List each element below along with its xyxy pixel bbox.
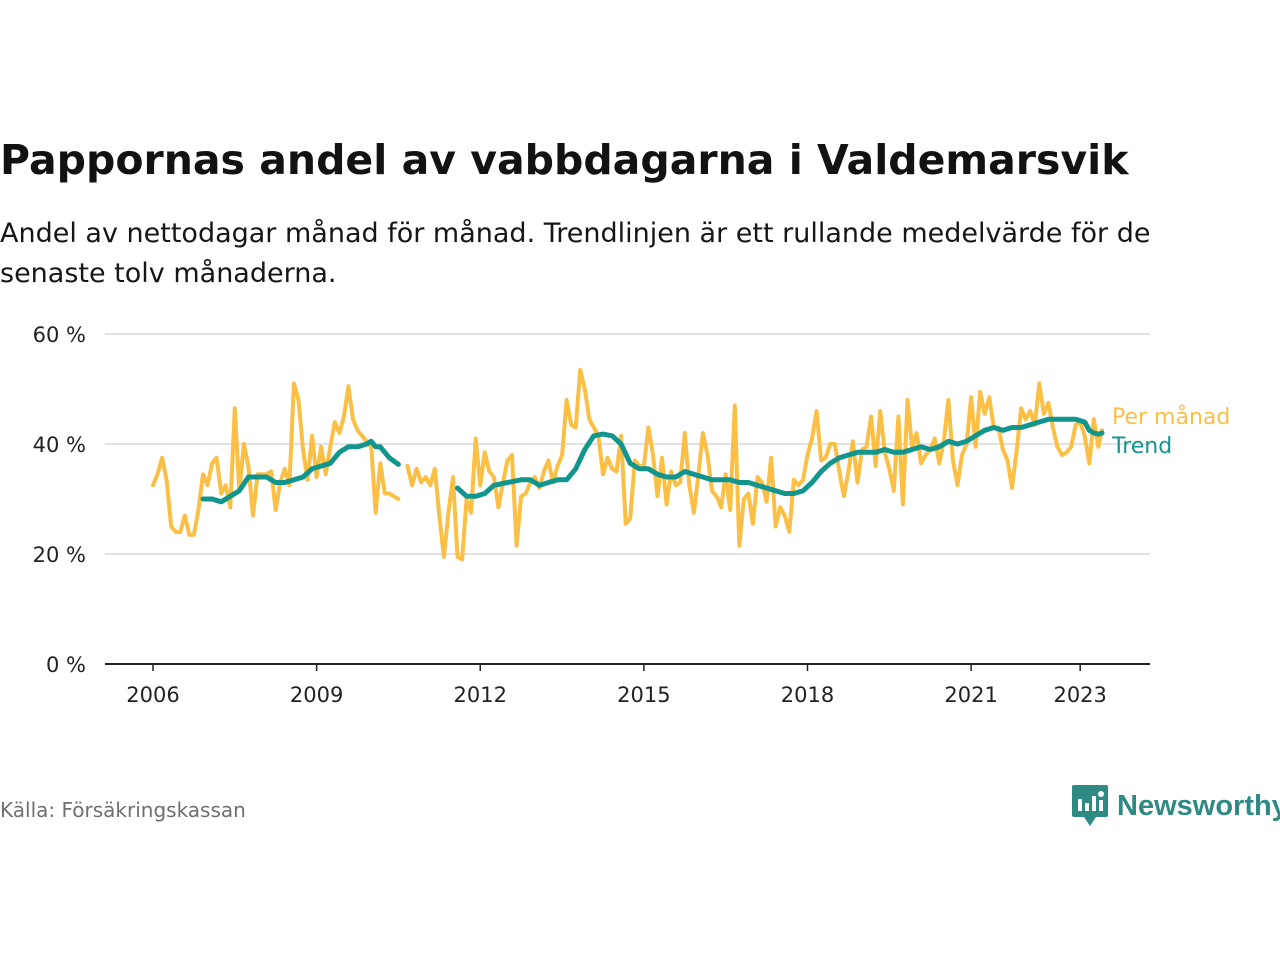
x-axis: 2006 2009 2012 2015 2018 2021 2023 [105,663,1150,707]
series-line-per-manad [405,367,1104,562]
line-chart: 0 % 20 % 40 % 60 % 2006 2009 2012 2015 2018 2021… [33,323,1231,707]
newsworthy-logo-icon [1072,785,1108,826]
x-tick-label: 2018 [781,683,834,707]
y-tick-label: 40 % [33,433,86,457]
series-line-per-manad [151,381,401,537]
x-tick-label: 2009 [290,683,343,707]
x-tick-label: 2006 [126,683,179,707]
y-tick-label: 0 % [46,653,86,677]
brand-name: Newsworthy [1117,789,1280,822]
legend: Per månad Trend [1111,404,1230,459]
legend-label-trend: Trend [1111,434,1172,459]
x-tick-label: 2023 [1053,683,1106,707]
x-tick-label: 2015 [617,683,670,707]
series-line-trend [455,416,1105,499]
x-tick-label: 2021 [944,683,997,707]
y-tick-label: 60 % [33,323,86,347]
series-line-trend [200,438,401,505]
x-tick-label: 2012 [454,683,507,707]
y-tick-label: 20 % [33,543,86,567]
y-axis-tick-labels: 0 % 20 % 40 % 60 % [33,323,86,677]
page-subtitle: Andel av nettodagar månad för månad. Tre… [0,218,1151,289]
legend-label-per-manad: Per månad [1112,404,1230,430]
source-credit: Källa: Försäkringskassan [0,798,246,822]
brand-logo: Newsworthy [1072,784,1280,828]
page-title: Pappornas andel av vabbdagarna i Valdema… [0,136,1129,184]
data-lines [151,367,1105,562]
